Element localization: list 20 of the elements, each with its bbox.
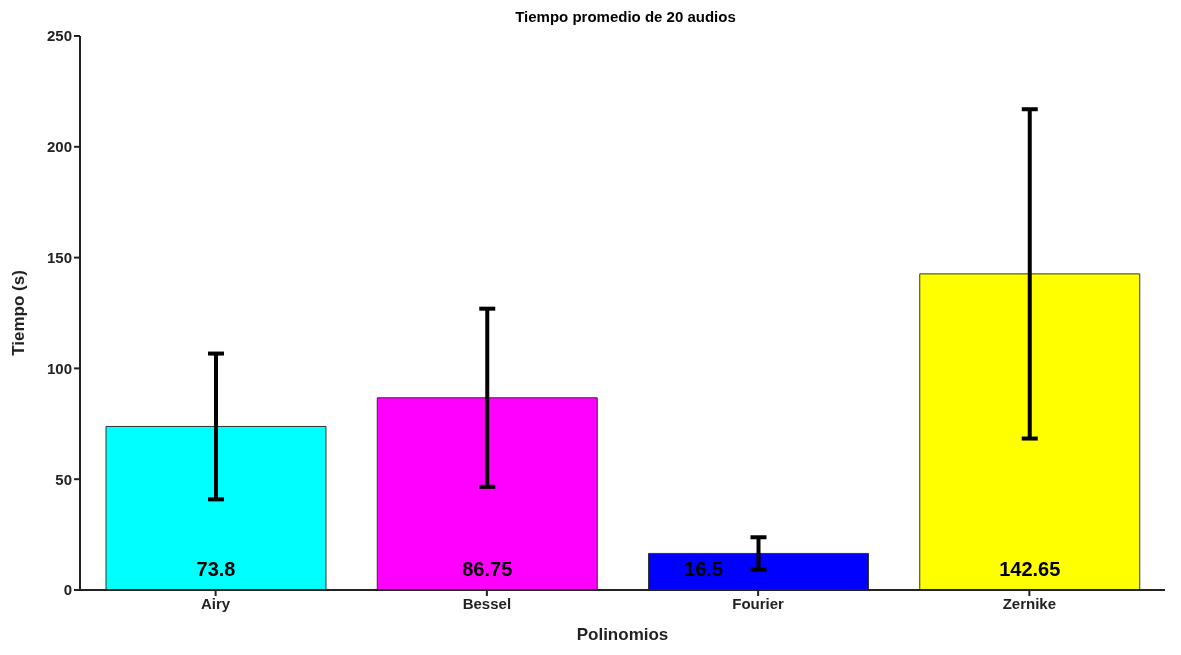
chart-title: Tiempo promedio de 20 audios xyxy=(514,8,737,27)
data-label: 142.65 xyxy=(999,558,1061,580)
y-tick-label: 100 xyxy=(46,359,72,377)
x-tick-label: Fourier xyxy=(732,594,785,612)
y-tick-label: 250 xyxy=(46,27,72,45)
y-tick-label: 0 xyxy=(63,581,72,599)
y-tick-label: 200 xyxy=(46,138,72,156)
data-label: 16.5 xyxy=(684,558,723,580)
x-tick-label: Zernike xyxy=(1002,594,1057,612)
data-label: 86.75 xyxy=(462,558,513,580)
bar xyxy=(376,397,598,590)
bar xyxy=(648,552,869,590)
y-tick-label: 150 xyxy=(46,248,72,266)
bar xyxy=(105,425,327,590)
data-label: 73.8 xyxy=(196,558,236,580)
y-axis-title: Tiempo (s) xyxy=(9,270,29,356)
x-tick-label: Bessel xyxy=(462,594,512,612)
x-axis-title: Polinomios xyxy=(576,625,669,644)
y-tick-label: 50 xyxy=(55,470,72,488)
x-tick-label: Airy xyxy=(201,594,231,612)
